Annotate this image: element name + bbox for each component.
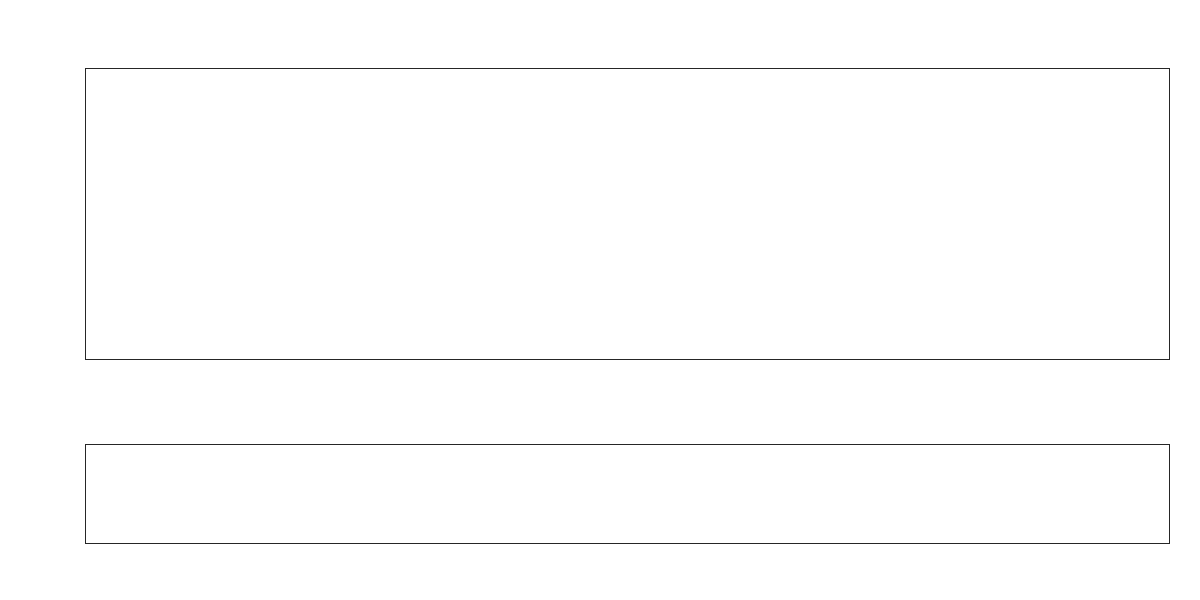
- buy-sell-power-plot: [85, 444, 1170, 544]
- price-wave-plot: [85, 68, 1170, 360]
- price-wave-bands-svg: [86, 69, 1169, 359]
